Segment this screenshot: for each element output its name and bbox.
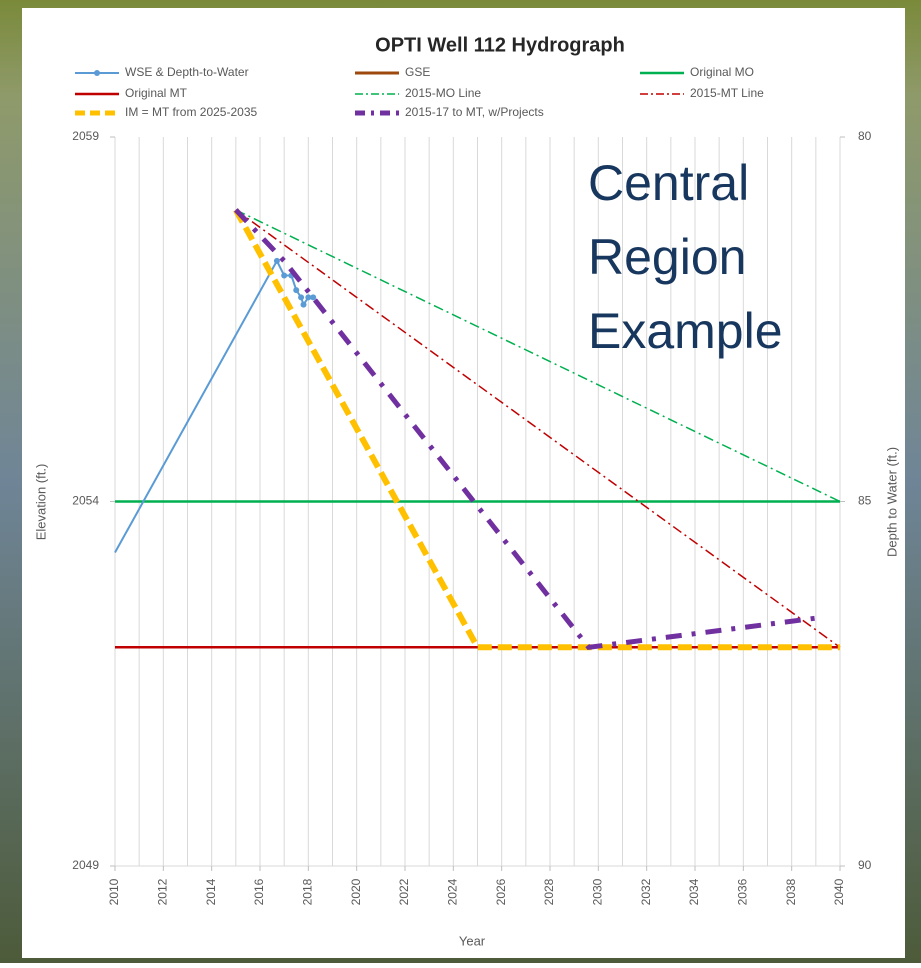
x-tick-label: 2020 bbox=[349, 878, 363, 905]
x-tick-label: 2018 bbox=[301, 878, 315, 905]
x-tick-label: 2038 bbox=[784, 878, 798, 905]
legend-label: GSE bbox=[405, 65, 430, 79]
point bbox=[305, 294, 312, 301]
x-tick-label: 2030 bbox=[591, 878, 605, 905]
y2-tick-label: 80 bbox=[858, 129, 872, 143]
point bbox=[293, 287, 300, 294]
point bbox=[273, 257, 280, 264]
y2-tick-label: 90 bbox=[858, 858, 872, 872]
point bbox=[298, 294, 305, 301]
annotation: Central bbox=[588, 155, 749, 211]
point bbox=[310, 294, 317, 301]
legend-marker bbox=[94, 70, 100, 76]
y-tick-label: 2054 bbox=[72, 494, 99, 508]
y-tick-label: 2049 bbox=[72, 858, 99, 872]
chart-panel bbox=[22, 8, 905, 958]
legend-label: Original MO bbox=[690, 65, 754, 79]
x-tick-label: 2024 bbox=[446, 878, 460, 905]
x-tick-label: 2012 bbox=[156, 878, 170, 905]
series-line bbox=[235, 209, 841, 503]
point bbox=[300, 301, 307, 308]
annotation: Example bbox=[588, 303, 783, 359]
y-tick-label: 2059 bbox=[72, 129, 99, 143]
legend-label: WSE & Depth-to-Water bbox=[125, 65, 249, 79]
x-tick-label: 2016 bbox=[252, 878, 266, 905]
x-tick-label: 2034 bbox=[687, 878, 701, 905]
series-line bbox=[233, 208, 840, 651]
legend-label: IM = MT from 2025-2035 bbox=[125, 105, 257, 119]
y2-tick-label: 85 bbox=[858, 494, 872, 508]
x-tick-label: 2028 bbox=[542, 878, 556, 905]
point bbox=[281, 272, 288, 279]
y2-axis-label: Depth to Water (ft.) bbox=[884, 447, 899, 557]
y-axis-label: Elevation (ft.) bbox=[33, 464, 48, 541]
legend-label: 2015-MT Line bbox=[690, 86, 764, 100]
x-tick-label: 2036 bbox=[736, 878, 750, 905]
x-tick-label: 2032 bbox=[639, 878, 653, 905]
legend-label: Original MT bbox=[125, 86, 188, 100]
legend-label: 2015-17 to MT, w/Projects bbox=[405, 105, 544, 119]
legend-label: 2015-MO Line bbox=[405, 86, 481, 100]
annotation: Region bbox=[588, 229, 746, 285]
x-tick-label: 2010 bbox=[107, 878, 121, 905]
x-tick-label: 2022 bbox=[397, 878, 411, 905]
series-line bbox=[235, 209, 841, 648]
x-axis-label: Year bbox=[459, 933, 486, 948]
x-tick-label: 2040 bbox=[832, 878, 846, 905]
chart-title: OPTI Well 112 Hydrograph bbox=[375, 34, 625, 56]
x-tick-label: 2014 bbox=[204, 878, 218, 905]
x-tick-label: 2026 bbox=[494, 878, 508, 905]
